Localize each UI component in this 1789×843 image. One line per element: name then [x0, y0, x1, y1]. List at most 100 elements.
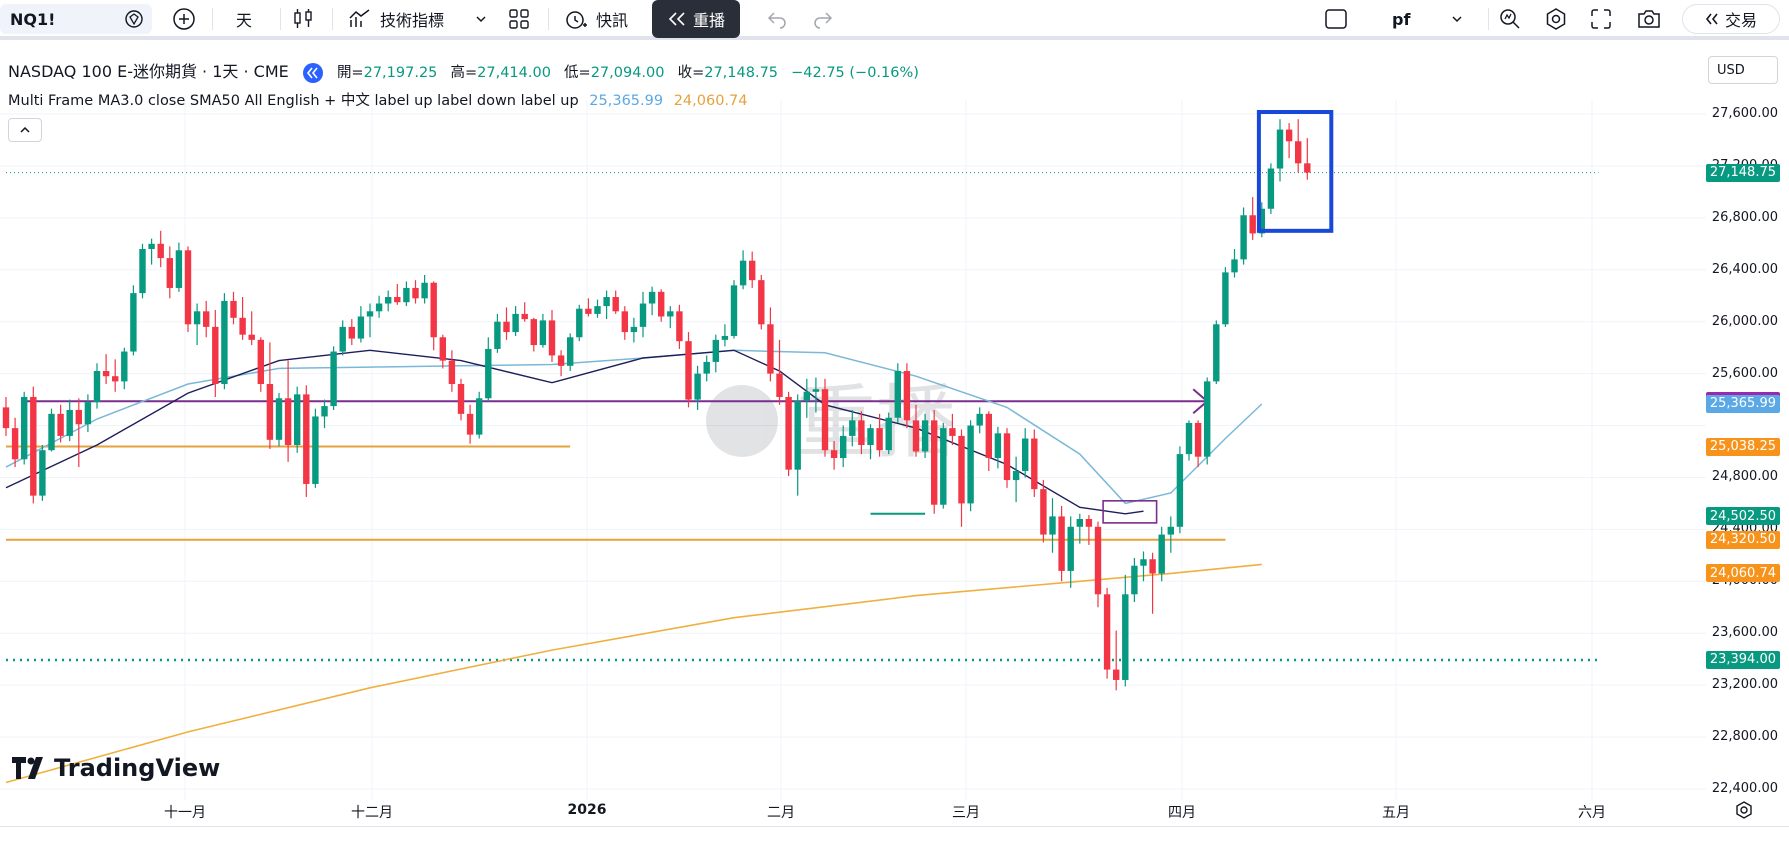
add-symbol-icon[interactable] — [172, 0, 196, 38]
price-tick-label: 27,600.00 — [1711, 106, 1778, 121]
candle-body — [585, 308, 592, 314]
trade-label: 交易 — [1724, 11, 1757, 30]
candle-body — [1058, 516, 1065, 571]
candle — [1049, 498, 1056, 553]
candle-body — [1204, 381, 1211, 457]
candle-body — [821, 389, 829, 451]
candle — [1040, 480, 1047, 543]
candle — [639, 291, 647, 338]
candle — [794, 394, 801, 496]
candle-body — [385, 297, 392, 304]
candle — [321, 399, 328, 429]
candle-body — [1167, 526, 1174, 535]
quick-search-icon[interactable] — [1498, 0, 1522, 38]
redo-icon[interactable] — [812, 0, 834, 38]
chevron-down-icon[interactable] — [474, 0, 488, 38]
candle — [412, 280, 419, 304]
candle — [840, 425, 847, 468]
alert-button[interactable]: 快訊 — [564, 0, 628, 38]
indicator-value-1: 25,365.99 — [589, 93, 664, 109]
axis-settings-icon[interactable] — [1734, 800, 1754, 824]
trade-button[interactable]: 交易 — [1682, 4, 1780, 34]
candle-body — [730, 285, 738, 336]
candle-body — [1231, 259, 1238, 273]
candle-body — [594, 306, 601, 314]
replay-badge-icon[interactable] — [302, 62, 324, 84]
layout-name-button[interactable]: pf — [1392, 0, 1410, 38]
toolbar-divider — [280, 8, 281, 30]
candle — [448, 350, 456, 392]
candle-body — [1158, 534, 1165, 574]
candle — [11, 417, 19, 468]
candle — [303, 385, 310, 497]
candle — [403, 281, 410, 307]
candle — [330, 346, 337, 410]
replay-label: 重播 — [692, 11, 725, 30]
tv-logo-icon — [12, 757, 48, 779]
candle — [203, 300, 210, 338]
camera-icon[interactable] — [1636, 0, 1662, 38]
candle — [749, 251, 756, 288]
candle — [230, 291, 237, 325]
tradingview-logo[interactable]: TradingView — [12, 754, 220, 782]
indicators-button[interactable]: 技術指標 — [348, 0, 444, 38]
candle-body — [940, 428, 947, 505]
candle — [257, 337, 264, 392]
low-value: 27,094.00 — [590, 65, 665, 81]
replay-button[interactable]: 重播 — [652, 0, 740, 38]
price-tick-label: 24,800.00 — [1711, 469, 1778, 485]
collapse-legend-button[interactable] — [8, 118, 42, 142]
candle-body — [840, 435, 847, 458]
diamond-icon[interactable] — [124, 9, 144, 29]
candle-body — [949, 428, 956, 436]
candle-body — [858, 420, 865, 446]
open-value: 27,197.25 — [363, 65, 438, 81]
high-label: 高= — [450, 65, 478, 81]
indicator-legend[interactable]: Multi Frame MA3.0 close SMA50 All Englis… — [8, 89, 747, 110]
interval-button[interactable]: 天 — [236, 0, 252, 38]
candle-body — [630, 326, 638, 333]
candle-body — [1085, 519, 1093, 527]
candle-type-icon[interactable] — [292, 0, 314, 38]
currency-select[interactable]: USD — [1708, 56, 1778, 84]
candle — [1167, 516, 1174, 553]
candle-body — [985, 413, 992, 458]
top-toolbar: NQ1! 天 技術指標 快訊 重播 pf — [0, 0, 1789, 40]
candle — [1122, 574, 1129, 687]
undo-icon[interactable] — [766, 0, 788, 38]
candle — [394, 284, 401, 305]
candle — [157, 230, 164, 268]
candle — [1194, 420, 1202, 468]
alarm-clock-icon — [564, 7, 588, 31]
candle-body — [512, 313, 519, 333]
candle — [430, 281, 437, 351]
candle — [630, 317, 638, 343]
double-chevron-left-icon — [1705, 13, 1719, 25]
candle-body — [503, 321, 510, 333]
candle — [102, 354, 110, 384]
symbol-search[interactable]: NQ1! — [0, 4, 152, 34]
candle-body — [193, 311, 201, 325]
candle-body — [976, 413, 983, 426]
chevron-down-icon[interactable] — [1450, 0, 1464, 38]
candle-body — [430, 282, 437, 338]
candle — [594, 299, 601, 318]
settings-icon[interactable] — [1544, 0, 1568, 38]
tradingview-wordmark: TradingView — [54, 754, 221, 782]
price-chart[interactable]: 重播 — [0, 100, 1706, 800]
indicator-name: Multi Frame MA3.0 close SMA50 All Englis… — [8, 93, 579, 109]
candle — [512, 306, 519, 336]
candle — [485, 337, 492, 403]
candle-body — [1113, 669, 1120, 680]
candle — [667, 306, 674, 329]
candle-body — [11, 428, 19, 460]
change-value: −42.75 (−0.16%) — [791, 65, 919, 81]
square-icon[interactable] — [1324, 0, 1348, 38]
candle — [685, 332, 692, 408]
layout-grid-icon[interactable] — [508, 0, 530, 38]
candle — [494, 313, 501, 353]
candle-body — [203, 311, 210, 327]
fullscreen-icon[interactable] — [1590, 0, 1612, 38]
candle — [385, 290, 392, 312]
candle-body — [239, 317, 246, 335]
